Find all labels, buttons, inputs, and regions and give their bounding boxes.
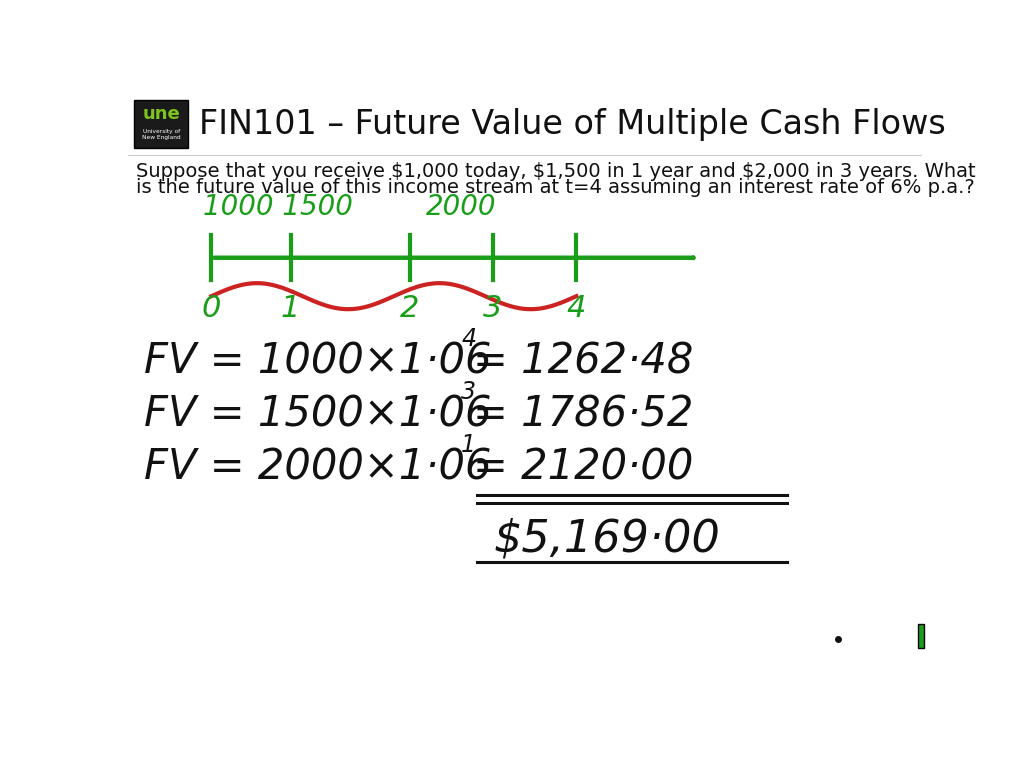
Text: Suppose that you receive $1,000 today, $1,500 in 1 year and $2,000 in 3 years. W: Suppose that you receive $1,000 today, $… [136, 163, 976, 181]
Text: 4: 4 [462, 326, 476, 351]
Text: is the future value of this income stream at t=4 assuming an interest rate of 6%: is the future value of this income strea… [136, 178, 975, 197]
Text: 2: 2 [400, 293, 420, 323]
FancyBboxPatch shape [134, 100, 188, 148]
Text: FV = 1500×1·06: FV = 1500×1·06 [143, 393, 492, 435]
Text: = 1262·48: = 1262·48 [473, 340, 693, 382]
Text: 0: 0 [202, 293, 221, 323]
Text: 1: 1 [462, 433, 476, 457]
Text: 4: 4 [566, 293, 586, 323]
Text: University of
New England: University of New England [142, 129, 180, 141]
Text: = 1786·52: = 1786·52 [473, 393, 693, 435]
Text: FIN101 – Future Value of Multiple Cash Flows: FIN101 – Future Value of Multiple Cash F… [200, 108, 946, 141]
Text: 1000 1500: 1000 1500 [204, 194, 353, 221]
Text: 3: 3 [462, 380, 476, 404]
FancyBboxPatch shape [918, 624, 924, 648]
Text: FV = 2000×1·06: FV = 2000×1·06 [143, 447, 492, 488]
Text: 2000: 2000 [426, 194, 496, 221]
Text: 1: 1 [281, 293, 300, 323]
Text: = 2120·00: = 2120·00 [473, 447, 693, 488]
Text: une: une [142, 105, 180, 124]
Text: FV = 1000×1·06: FV = 1000×1·06 [143, 340, 492, 382]
Text: $5,169·00: $5,169·00 [494, 517, 720, 560]
Text: 3: 3 [483, 293, 503, 323]
